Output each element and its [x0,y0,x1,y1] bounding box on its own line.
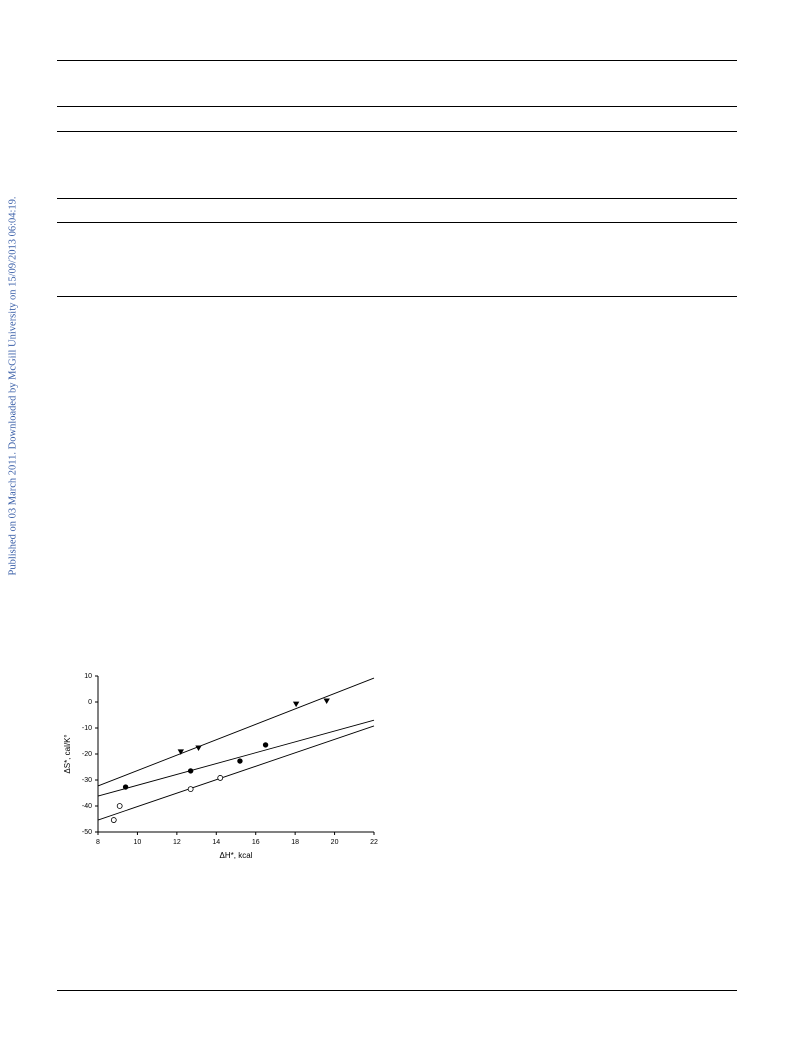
fit-line [97,677,375,787]
point [110,817,117,823]
y-tick-label: 10 [84,673,92,680]
point [292,701,300,708]
fit-line [97,725,375,821]
point [262,742,269,748]
x-axis-label: ΔH*, kcal [220,851,253,860]
y-tick-label: -40 [82,803,92,810]
x-tick-label: 20 [331,839,339,846]
x-tick-label: 10 [134,839,142,846]
point [122,784,129,790]
x-tick-label: 22 [370,839,378,846]
x-tick-label: 18 [291,839,299,846]
x-tick-label: 12 [173,839,181,846]
x-tick-label: 16 [252,839,260,846]
point [237,758,243,764]
y-tick-label: -20 [82,751,92,758]
point [195,745,202,752]
x-tick-label: 14 [212,839,220,846]
y-tick-label: -30 [82,777,92,784]
x-tick-label: 8 [96,839,100,846]
download-note: Published on 03 March 2011. Downloaded b… [7,196,18,575]
point [116,803,123,809]
y-tick-label: 0 [88,699,92,706]
point [187,768,194,774]
y-tick-label: -10 [82,725,92,732]
point [323,698,330,704]
point [187,786,194,792]
point [217,775,224,781]
y-axis-label: ΔS*, cal/K° [63,734,72,773]
fit-line [97,719,375,797]
y-tick-label: -50 [82,829,92,836]
point [177,749,184,755]
